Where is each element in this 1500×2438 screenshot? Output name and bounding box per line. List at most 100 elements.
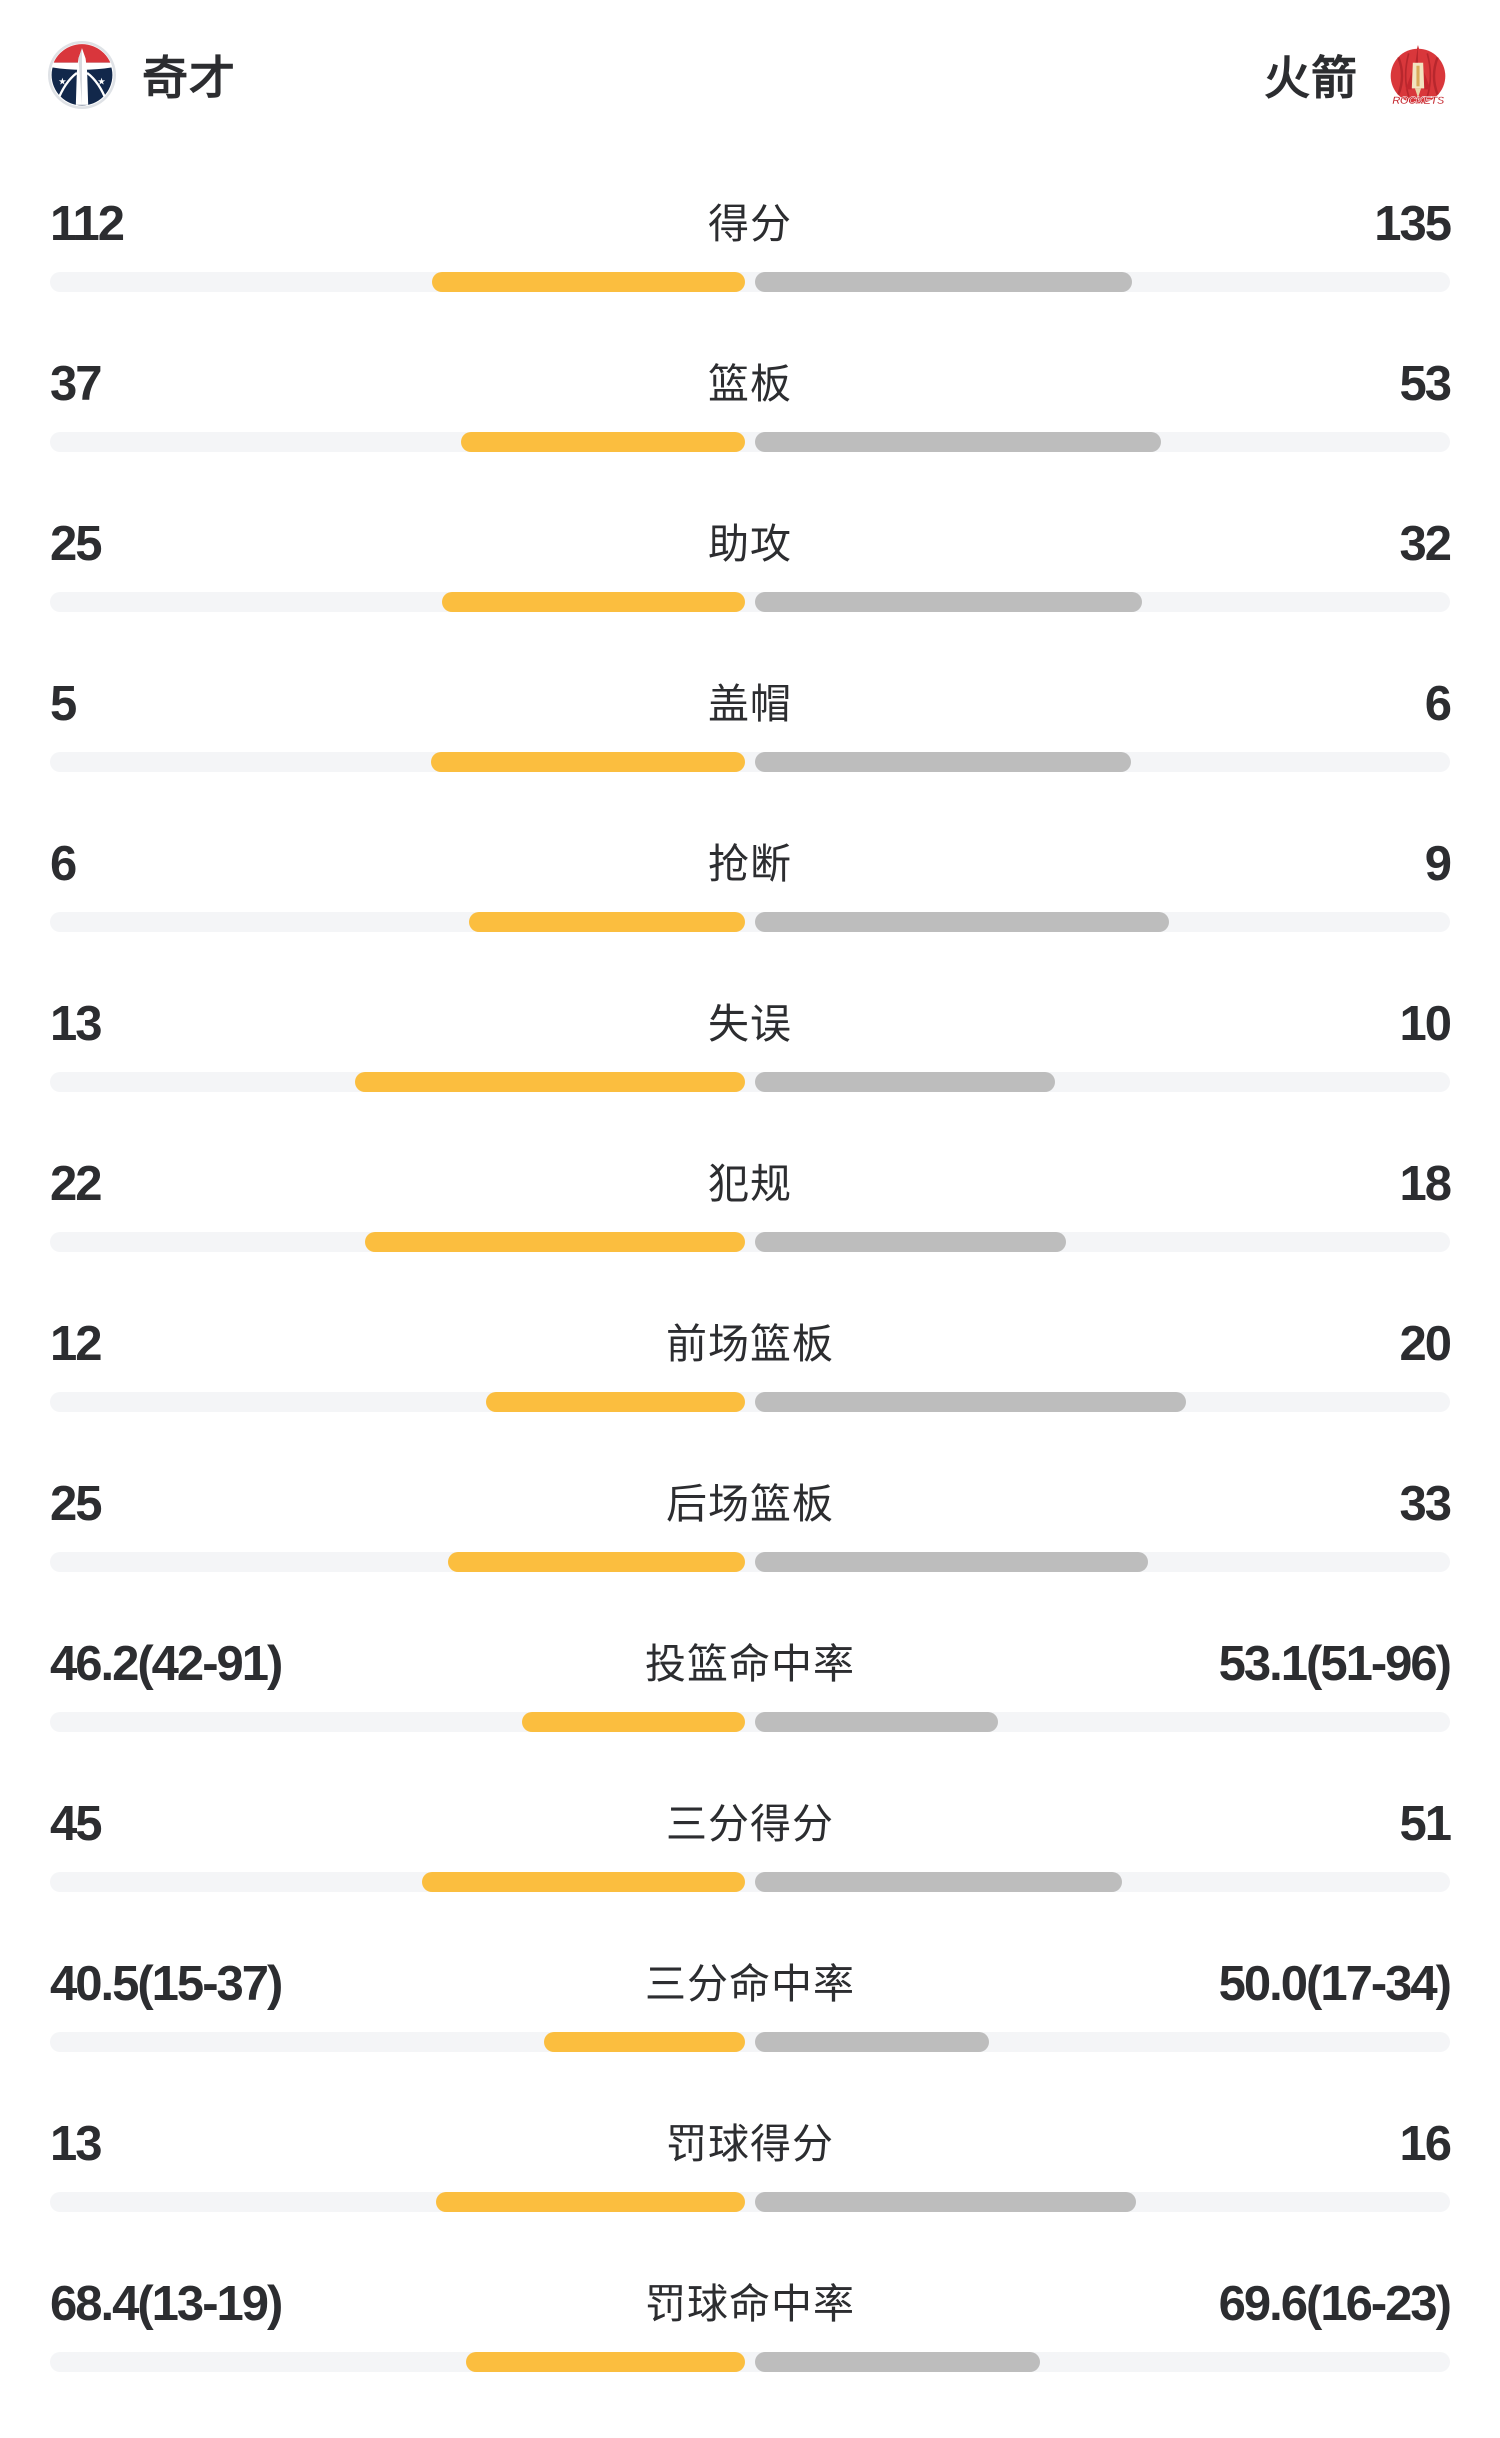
right-team-value: 10 [1399,997,1451,1051]
stat-row: 37 篮板 53 [50,357,1452,518]
stat-values-line: 112 得分 135 [50,197,1452,251]
stat-label: 投篮命中率 [645,1641,855,1687]
stat-values-line: 12 前场篮板 20 [50,1317,1452,1371]
right-team-value: 50.0(17-34) [1218,1957,1452,2011]
stat-row: 46.2(42-91) 投篮命中率 53.1(51-96) [50,1637,1452,1798]
stat-label: 罚球得分 [666,2121,834,2167]
left-team-bar [461,432,745,452]
right-team-value: 53 [1399,357,1451,411]
right-team-bar [755,1872,1122,1892]
stat-row: 6 抢断 9 [50,837,1452,998]
left-team-value: 40.5(15-37) [50,1957,283,2011]
right-team-value: 9 [1424,837,1452,891]
stat-values-line: 40.5(15-37) 三分命中率 50.0(17-34) [50,1957,1452,2011]
stat-row: 22 犯规 18 [50,1157,1452,1318]
stat-label: 罚球命中率 [645,2281,855,2327]
right-team-value: 16 [1399,2117,1451,2171]
stat-row: 13 罚球得分 16 [50,2117,1452,2278]
left-team-value: 112 [50,197,125,251]
right-team-value: 20 [1399,1317,1451,1371]
wizards-logo-icon: ★ ★ [48,41,116,109]
stat-row: 25 后场篮板 33 [50,1477,1452,1638]
stat-values-line: 68.4(13-19) 罚球命中率 69.6(16-23) [50,2277,1452,2331]
teams-header: ★ ★ 奇才 火箭 ROCKETS [0,0,1500,110]
left-team-value: 25 [50,517,102,571]
right-team-bar [755,912,1169,932]
left-team-bar [365,1232,745,1252]
left-team-bar [469,912,745,932]
right-team-bar [755,2032,989,2052]
stat-label: 后场篮板 [666,1481,834,1527]
right-team-bar [755,752,1131,772]
right-team-value: 18 [1399,1157,1451,1211]
stat-bar-track [50,2352,1450,2372]
stat-values-line: 5 盖帽 6 [50,677,1452,731]
stat-values-line: 37 篮板 53 [50,357,1452,411]
left-team-bar [355,1072,745,1092]
stat-values-line: 6 抢断 9 [50,837,1452,891]
left-team-bar [448,1552,745,1572]
right-team-bar [755,1392,1186,1412]
stat-bar-track [50,1392,1450,1412]
right-team-bar [755,2192,1136,2212]
right-team-bar [755,1712,998,1732]
left-team-value: 45 [50,1797,102,1851]
left-team-value: 68.4(13-19) [50,2277,283,2331]
stat-values-line: 46.2(42-91) 投篮命中率 53.1(51-96) [50,1637,1452,1691]
right-team-bar [755,2352,1040,2372]
right-team-value: 135 [1374,197,1452,251]
right-team: 火箭 ROCKETS [1264,41,1452,109]
stat-row: 25 助攻 32 [50,517,1452,678]
left-team-value: 25 [50,1477,102,1531]
left-team-bar [422,1872,745,1892]
right-team-bar [755,1232,1066,1252]
stat-label: 得分 [708,201,792,247]
stat-label: 篮板 [708,361,792,407]
right-team-bar [755,1552,1148,1572]
left-team-bar [522,1712,745,1732]
stat-label: 前场篮板 [666,1321,834,1367]
left-team-value: 13 [50,2117,102,2171]
stat-label: 失误 [708,1001,792,1047]
stat-values-line: 25 后场篮板 33 [50,1477,1452,1531]
rockets-logo-icon: ROCKETS [1390,45,1446,107]
stat-label: 三分得分 [666,1801,834,1847]
stat-bar-track [50,912,1450,932]
stat-bar-track [50,272,1450,292]
left-team-name: 奇才 [142,52,236,104]
right-team-value: 51 [1399,1797,1451,1851]
stat-bar-track [50,2192,1450,2212]
stat-row: 68.4(13-19) 罚球命中率 69.6(16-23) [50,2277,1452,2438]
right-team-value: 33 [1399,1477,1451,1531]
left-team-value: 46.2(42-91) [50,1637,283,1691]
left-team-value: 12 [50,1317,102,1371]
right-team-name: 火箭 [1264,52,1358,104]
stat-bar-track [50,1552,1450,1572]
svg-text:★: ★ [58,76,66,87]
left-team-value: 37 [50,357,102,411]
stat-label: 助攻 [708,521,792,567]
stat-label: 抢断 [708,841,792,887]
left-team-bar [466,2352,745,2372]
stats-list: 112 得分 135 37 篮板 53 25 助攻 32 [0,110,1500,2438]
left-team-bar [432,272,745,292]
stat-bar-track [50,1232,1450,1252]
left-team-value: 22 [50,1157,102,1211]
stat-values-line: 25 助攻 32 [50,517,1452,571]
left-team-value: 6 [50,837,77,891]
right-team-bar [755,272,1132,292]
stat-row: 40.5(15-37) 三分命中率 50.0(17-34) [50,1957,1452,2118]
stat-label: 盖帽 [708,681,792,727]
right-team-value: 53.1(51-96) [1218,1637,1452,1691]
stat-row: 45 三分得分 51 [50,1797,1452,1958]
right-team-bar [755,592,1142,612]
svg-text:ROCKETS: ROCKETS [1392,95,1445,107]
stat-values-line: 13 失误 10 [50,997,1452,1051]
right-team-value: 6 [1424,677,1452,731]
right-team-value: 69.6(16-23) [1218,2277,1452,2331]
right-team-bar [755,1072,1055,1092]
left-team-bar [436,2192,745,2212]
stat-values-line: 13 罚球得分 16 [50,2117,1452,2171]
stat-bar-track [50,592,1450,612]
stat-values-line: 22 犯规 18 [50,1157,1452,1211]
